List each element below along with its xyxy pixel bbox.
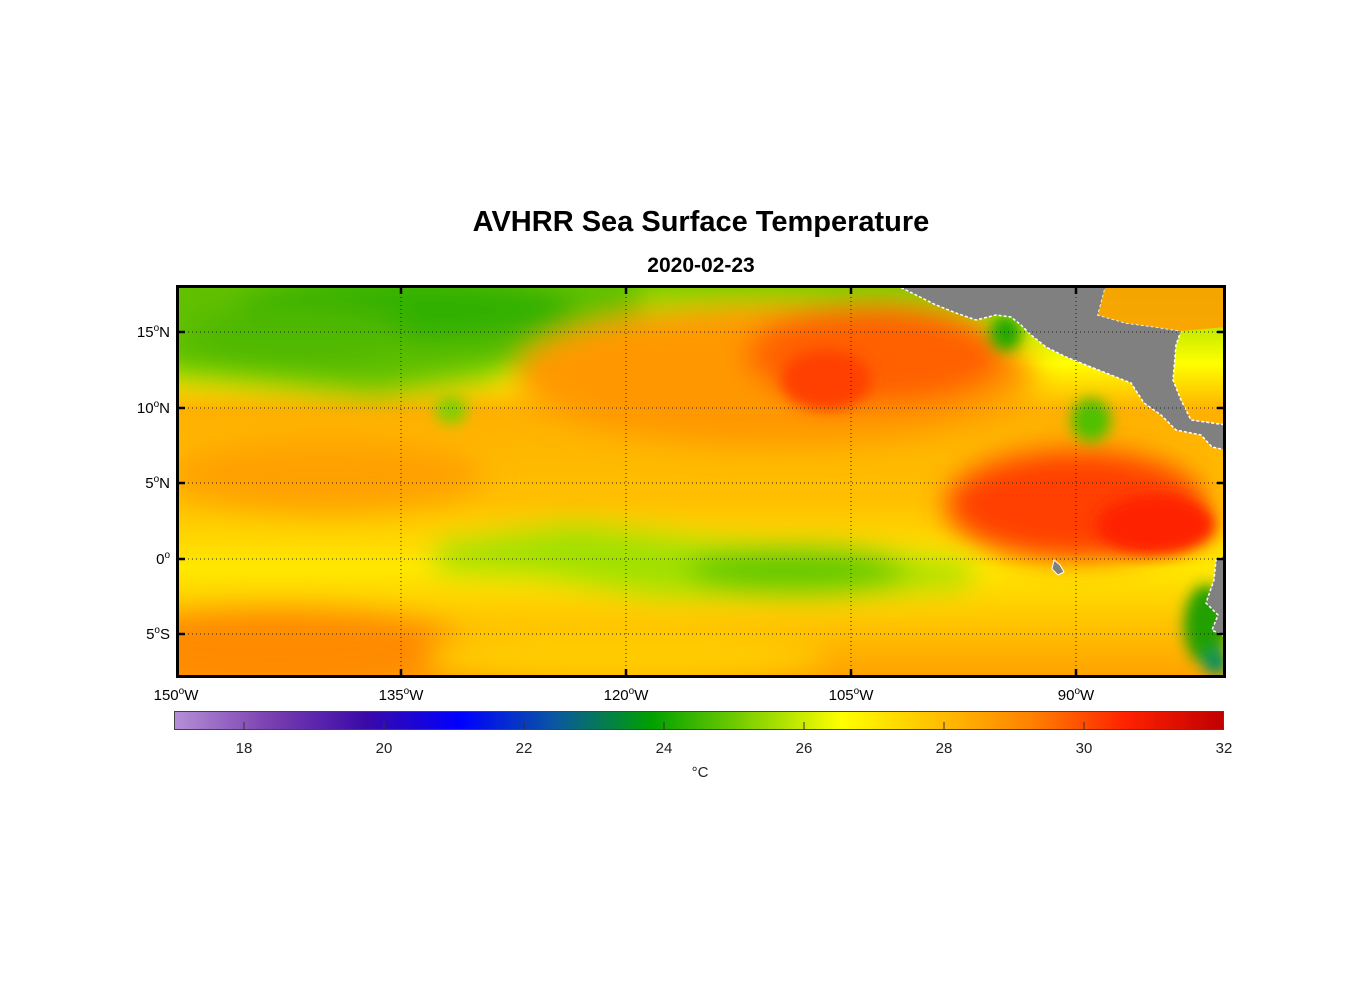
colorbar-tick-24: 24 [655, 740, 673, 757]
lat-label-10n: 10oN [136, 399, 170, 417]
colorbar-unit: °C [691, 764, 709, 781]
colorbar-tick-20: 20 [375, 740, 393, 757]
colorbar-tick-22: 22 [515, 740, 533, 757]
lon-label-150w: 150oW [153, 686, 199, 704]
lon-label-135w: 135oW [378, 686, 424, 704]
lat-label-0: 0o [156, 550, 170, 568]
lat-label-15n: 15oN [136, 323, 170, 341]
lon-label-105w: 105oW [828, 686, 874, 704]
graticule [176, 285, 1226, 678]
lat-label-5n: 5oN [145, 474, 170, 492]
sst-field [176, 285, 1226, 678]
chart-title: AVHRR Sea Surface Temperature [472, 206, 930, 238]
colorbar-tick-30: 30 [1075, 740, 1093, 757]
colorbar-ticks [243, 722, 1085, 730]
lon-label-120w: 120oW [603, 686, 649, 704]
lon-label-90w: 90oW [1057, 686, 1095, 704]
colorbar-tick-26: 26 [795, 740, 813, 757]
colorbar-tick-18: 18 [235, 740, 253, 757]
sst-map[interactable] [176, 285, 1226, 678]
lat-label-5s: 5oS [146, 625, 170, 643]
map-frame [176, 285, 1226, 678]
colorbar [174, 711, 1224, 730]
chart-subtitle: 2020-02-23 [647, 254, 755, 277]
colorbar-tick-32: 32 [1215, 740, 1233, 757]
colorbar-tick-28: 28 [935, 740, 953, 757]
land-galapagos [1051, 559, 1065, 576]
